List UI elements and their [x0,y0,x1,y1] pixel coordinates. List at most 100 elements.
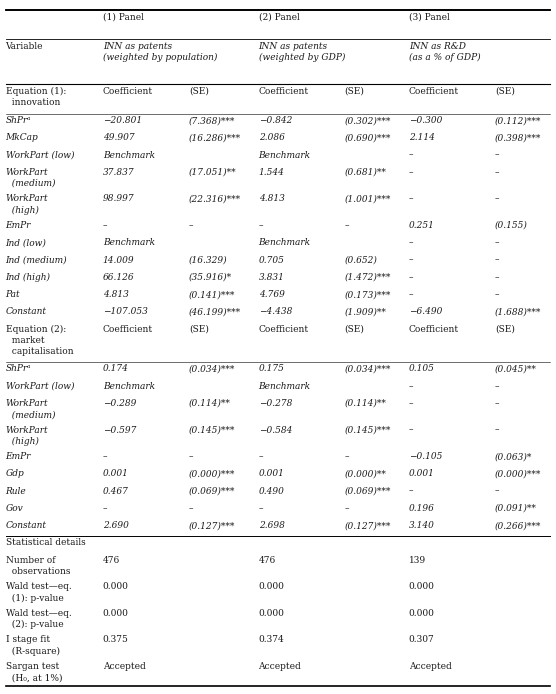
Text: –: – [495,425,499,434]
Text: (0.145)***: (0.145)*** [345,425,391,434]
Text: EmPr: EmPr [6,452,31,461]
Text: (0.034)***: (0.034)*** [345,364,391,373]
Text: INN as R&D
(as a % of GDP): INN as R&D (as a % of GDP) [409,42,480,62]
Text: Accepted: Accepted [259,662,301,671]
Text: 0.307: 0.307 [409,636,434,644]
Text: 0.490: 0.490 [259,486,285,496]
Text: Sargan test
  (H₀, at 1%): Sargan test (H₀, at 1%) [6,662,62,682]
Text: −20.801: −20.801 [103,116,142,125]
Text: 0.000: 0.000 [103,609,129,618]
Text: (0.681)**: (0.681)** [345,168,386,177]
Text: (0.045)**: (0.045)** [495,364,537,373]
Text: (35.916)*: (35.916)* [189,273,232,282]
Text: Coefficient: Coefficient [103,325,153,334]
Text: Benchmark: Benchmark [103,151,155,160]
Text: 0.174: 0.174 [103,364,129,373]
Text: −0.584: −0.584 [259,425,292,434]
Text: –: – [495,255,499,264]
Text: 0.467: 0.467 [103,486,129,496]
Text: –: – [409,382,413,391]
Text: –: – [409,273,413,282]
Text: (3) Panel: (3) Panel [409,12,449,22]
Text: (16.286)***: (16.286)*** [189,133,241,142]
Text: (0.063)*: (0.063)* [495,452,532,461]
Text: 476: 476 [259,556,276,565]
Text: –: – [495,382,499,391]
Text: (0.112)***: (0.112)*** [495,116,541,125]
Text: (2) Panel: (2) Panel [259,12,299,22]
Text: 14.009: 14.009 [103,255,135,264]
Text: –: – [189,221,193,230]
Text: INN as patents
(weighted by population): INN as patents (weighted by population) [103,42,217,62]
Text: EmPr: EmPr [6,221,31,230]
Text: −0.597: −0.597 [103,425,136,434]
Text: 0.001: 0.001 [103,469,129,478]
Text: 0.175: 0.175 [259,364,285,373]
Text: 2.690: 2.690 [103,521,129,530]
Text: −0.300: −0.300 [409,116,442,125]
Text: WorkPart
  (medium): WorkPart (medium) [6,168,55,188]
Text: INN as patents
(weighted by GDP): INN as patents (weighted by GDP) [259,42,345,62]
Text: Accepted: Accepted [103,662,146,671]
Text: (0.266)***: (0.266)*** [495,521,541,530]
Text: Coefficient: Coefficient [409,87,459,96]
Text: (0.069)***: (0.069)*** [345,486,391,496]
Text: Coefficient: Coefficient [103,87,153,96]
Text: (0.034)***: (0.034)*** [189,364,235,373]
Text: (46.199)***: (46.199)*** [189,307,241,316]
Text: (1.688)***: (1.688)*** [495,307,541,316]
Text: Ind (high): Ind (high) [6,273,51,282]
Text: –: – [345,221,349,230]
Text: 4.813: 4.813 [103,290,129,299]
Text: (SE): (SE) [189,325,209,334]
Text: (0.141)***: (0.141)*** [189,290,235,299]
Text: (0.302)***: (0.302)*** [345,116,391,125]
Text: (0.145)***: (0.145)*** [189,425,235,434]
Text: 66.126: 66.126 [103,273,135,282]
Text: 2.114: 2.114 [409,133,435,142]
Text: (SE): (SE) [495,87,515,96]
Text: Constant: Constant [6,307,47,316]
Text: Pat: Pat [6,290,20,299]
Text: 0.000: 0.000 [409,582,435,591]
Text: 3.140: 3.140 [409,521,435,530]
Text: −0.278: −0.278 [259,399,292,408]
Text: Variable: Variable [6,42,43,51]
Text: –: – [409,399,413,408]
Text: 0.196: 0.196 [409,504,435,513]
Text: Number of
  observations: Number of observations [6,556,70,576]
Text: Wald test—eq.
  (2): p-value: Wald test—eq. (2): p-value [6,609,71,629]
Text: Gov: Gov [6,504,23,513]
Text: (22.316)***: (22.316)*** [189,194,241,203]
Text: (0.127)***: (0.127)*** [345,521,391,530]
Text: –: – [259,221,263,230]
Text: (0.114)**: (0.114)** [189,399,231,408]
Text: (0.114)**: (0.114)** [345,399,386,408]
Text: 0.000: 0.000 [259,582,285,591]
Text: 476: 476 [103,556,120,565]
Text: 0.105: 0.105 [409,364,435,373]
Text: 0.000: 0.000 [409,609,435,618]
Text: –: – [409,290,413,299]
Text: –: – [495,399,499,408]
Text: −0.105: −0.105 [409,452,442,461]
Text: –: – [409,486,413,496]
Text: −0.842: −0.842 [259,116,292,125]
Text: (1) Panel: (1) Panel [103,12,144,22]
Text: Benchmark: Benchmark [259,151,311,160]
Text: –: – [409,151,413,160]
Text: (0.000)**: (0.000)** [345,469,386,478]
Text: (0.155): (0.155) [495,221,528,230]
Text: (0.000)***: (0.000)*** [189,469,235,478]
Text: (1.001)***: (1.001)*** [345,194,391,203]
Text: −0.289: −0.289 [103,399,136,408]
Text: –: – [259,504,263,513]
Text: 0.001: 0.001 [409,469,435,478]
Text: –: – [259,452,263,461]
Text: –: – [189,452,193,461]
Text: 2.698: 2.698 [259,521,285,530]
Text: (SE): (SE) [189,87,209,96]
Text: (0.091)**: (0.091)** [495,504,537,513]
Text: 49.907: 49.907 [103,133,135,142]
Text: WorkPart
  (high): WorkPart (high) [6,425,48,446]
